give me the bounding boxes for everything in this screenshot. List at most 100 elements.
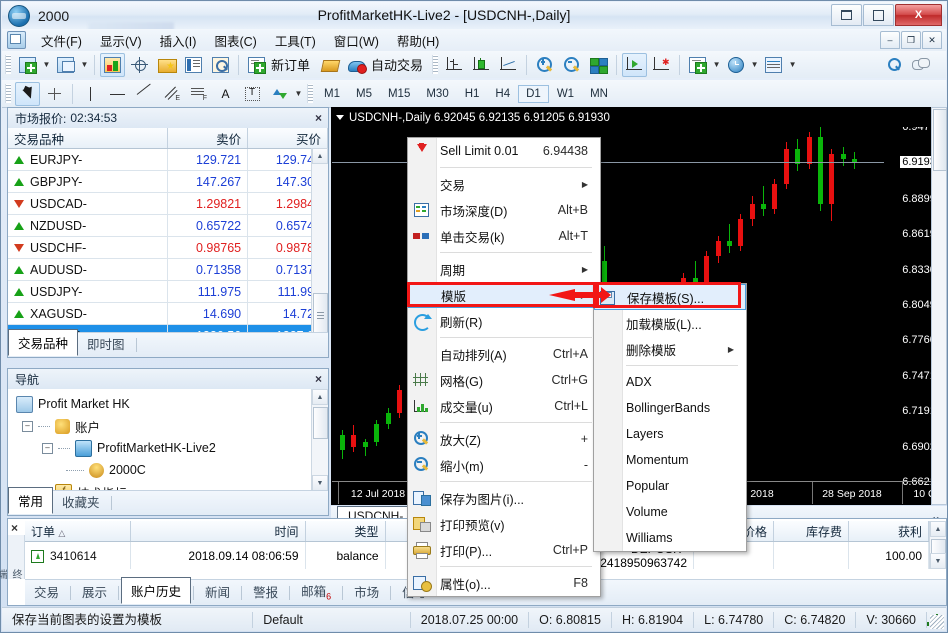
bar-chart-icon[interactable] bbox=[442, 53, 467, 77]
maximize-button[interactable] bbox=[863, 4, 894, 26]
autotrading-label[interactable]: 自动交易 bbox=[371, 58, 424, 73]
template-submenu-item-6[interactable]: Momentum bbox=[626, 453, 689, 467]
timeframe-mn[interactable]: MN bbox=[590, 87, 608, 100]
toolbar-grip-2[interactable] bbox=[432, 55, 439, 74]
market-watch-icon[interactable] bbox=[100, 52, 125, 77]
timeframe-m5[interactable]: M5 bbox=[355, 87, 372, 100]
vertical-line-icon[interactable] bbox=[78, 82, 103, 106]
search-icon[interactable] bbox=[881, 53, 906, 77]
profiles-icon[interactable] bbox=[53, 53, 78, 77]
horizontal-line-icon[interactable] bbox=[105, 82, 130, 106]
close-button[interactable]: X bbox=[895, 4, 942, 26]
scroll-up-icon[interactable]: ▲ bbox=[312, 389, 328, 405]
context-menu-item-13[interactable]: 打印预览(v) bbox=[408, 511, 600, 537]
toolbar-grip-3[interactable] bbox=[5, 84, 11, 103]
context-menu-item-4[interactable]: 周期 ▶ bbox=[440, 263, 588, 278]
timeframe-h4[interactable]: H4 bbox=[495, 87, 511, 100]
context-menu-item-11[interactable]: 缩小(m) - bbox=[408, 452, 600, 478]
cursor-icon[interactable] bbox=[15, 81, 40, 106]
timeframe-m1[interactable]: M1 bbox=[324, 87, 340, 100]
templates-icon[interactable] bbox=[761, 53, 786, 77]
close-icon[interactable]: × bbox=[314, 111, 322, 125]
scroll-down-icon[interactable]: ▼ bbox=[930, 553, 946, 569]
tree-node-server[interactable]: Profit Market HK bbox=[14, 393, 328, 415]
tab-favorites[interactable]: 收藏夹 bbox=[62, 496, 100, 510]
text-icon[interactable]: A bbox=[221, 86, 230, 101]
template-submenu-item-0[interactable]: 保存模板(S)... bbox=[594, 284, 746, 310]
context-menu-item-10[interactable]: 放大(Z) + bbox=[408, 426, 600, 452]
line-chart-icon[interactable] bbox=[496, 53, 521, 77]
terminal-tab-4[interactable]: 警报 bbox=[253, 586, 279, 600]
table-row[interactable]: AUDUSD- 0.71358 0.71378 bbox=[8, 258, 328, 281]
col-type[interactable]: 类型 bbox=[305, 521, 386, 542]
tree-node-account-number[interactable]: 2000C bbox=[14, 459, 328, 481]
close-icon[interactable]: × bbox=[314, 372, 322, 386]
context-menu-item-0[interactable]: Sell Limit 0.01 6.94438 bbox=[408, 138, 600, 164]
table-row[interactable]: USDCAD- 1.29821 1.29844 bbox=[8, 192, 328, 215]
period-dropdown-icon[interactable]: ▼ bbox=[750, 60, 759, 69]
context-menu-item-9[interactable]: 成交量(u) Ctrl+L bbox=[408, 393, 600, 419]
tab-common[interactable]: 常用 bbox=[8, 487, 54, 514]
template-submenu-item-8[interactable]: Volume bbox=[626, 505, 668, 519]
symbol-cell[interactable]: NZDUSD- bbox=[8, 214, 169, 237]
tab-tick-chart[interactable]: 即时图 bbox=[87, 338, 125, 352]
indicators-icon[interactable] bbox=[685, 53, 710, 77]
terminal-tab-3[interactable]: 新闻 bbox=[205, 586, 231, 600]
context-menu-item-8[interactable]: 网格(G) Ctrl+G bbox=[408, 367, 600, 393]
template-submenu-item-9[interactable]: Williams bbox=[626, 531, 673, 545]
context-menu-item-14[interactable]: 打印(P)... Ctrl+P bbox=[408, 537, 600, 563]
arrows-dropdown-icon[interactable]: ▼ bbox=[294, 89, 303, 98]
timeframe-h1[interactable]: H1 bbox=[464, 87, 480, 100]
terminal-tab-0[interactable]: 交易 bbox=[34, 586, 60, 600]
chat-icon[interactable] bbox=[908, 53, 933, 77]
col-ask[interactable]: 买价 bbox=[247, 128, 328, 149]
toolbar-grip[interactable] bbox=[5, 55, 11, 74]
mql-community-icon[interactable] bbox=[317, 53, 342, 77]
new-chart-dropdown-icon[interactable]: ▼ bbox=[42, 60, 51, 69]
tree-node-live-account[interactable]: – ProfitMarketHK-Live2 bbox=[14, 437, 328, 459]
autotrading-icon[interactable] bbox=[344, 53, 369, 77]
crosshair-icon[interactable] bbox=[127, 53, 152, 77]
menu-help[interactable]: 帮助(H) bbox=[396, 34, 440, 49]
terminal-tab-2[interactable]: 账户历史 bbox=[121, 577, 192, 604]
auto-scroll-icon[interactable]: ✱ bbox=[649, 53, 674, 77]
chart-context-menu[interactable]: Sell Limit 0.01 6.94438 交易 ▶ 市场深度(D) Alt+B 单击交… bbox=[407, 137, 601, 597]
template-submenu-item-4[interactable]: BollingerBands bbox=[626, 401, 711, 415]
expander-icon[interactable]: – bbox=[22, 420, 33, 432]
table-row[interactable]: GBPJPY- 147.267 147.303 bbox=[8, 170, 328, 193]
context-menu-item-1[interactable]: 交易 ▶ bbox=[440, 178, 588, 193]
context-menu-item-5[interactable]: 模版 ▶ bbox=[408, 282, 600, 308]
symbol-cell[interactable]: USDCAD- bbox=[8, 192, 169, 215]
col-time[interactable]: 时间 bbox=[130, 521, 306, 542]
timeframe-d1[interactable]: D1 bbox=[518, 84, 549, 103]
template-submenu-item-1[interactable]: 加载模版(L)... bbox=[626, 317, 702, 332]
new-chart-icon[interactable] bbox=[15, 53, 40, 77]
context-menu-item-12[interactable]: 保存为图片(i)... bbox=[408, 485, 600, 511]
arrows-icon[interactable] bbox=[267, 82, 292, 106]
equidistant-channel-icon[interactable]: E bbox=[159, 82, 184, 106]
indicators-dropdown-icon[interactable]: ▼ bbox=[712, 60, 721, 69]
table-row[interactable]: XAGUSD- 14.690 14.729 bbox=[8, 302, 328, 325]
terminal-tab-5[interactable]: 邮箱6 bbox=[301, 584, 332, 602]
scrollbar-thumb[interactable] bbox=[313, 407, 328, 439]
new-order-label[interactable]: 新订单 bbox=[271, 58, 311, 73]
text-label-icon[interactable]: T bbox=[240, 82, 265, 106]
menu-file[interactable]: 文件(F) bbox=[41, 34, 82, 49]
scrollbar-thumb[interactable] bbox=[933, 109, 947, 171]
template-submenu-item-5[interactable]: Layers bbox=[626, 427, 664, 441]
navigator-icon[interactable] bbox=[208, 53, 233, 77]
terminal-tab-6[interactable]: 市场 bbox=[354, 586, 380, 600]
templates-dropdown-icon[interactable]: ▼ bbox=[788, 60, 797, 69]
symbol-cell[interactable]: EURJPY- bbox=[8, 148, 169, 171]
minimize-button[interactable] bbox=[831, 4, 862, 26]
new-order-icon[interactable] bbox=[244, 53, 269, 77]
scrollbar-thumb[interactable] bbox=[313, 293, 328, 337]
col-swap[interactable]: 库存费 bbox=[773, 521, 849, 542]
candlestick-chart-icon[interactable] bbox=[469, 53, 494, 77]
table-row[interactable]: NZDUSD- 0.65722 0.65746 bbox=[8, 214, 328, 237]
timeframe-w1[interactable]: W1 bbox=[556, 87, 575, 100]
app-menu-icon[interactable] bbox=[7, 31, 26, 49]
template-submenu-item-7[interactable]: Popular bbox=[626, 479, 670, 493]
context-menu-item-2[interactable]: 市场深度(D) Alt+B bbox=[408, 197, 600, 223]
context-menu-item-6[interactable]: 刷新(R) bbox=[408, 308, 600, 334]
